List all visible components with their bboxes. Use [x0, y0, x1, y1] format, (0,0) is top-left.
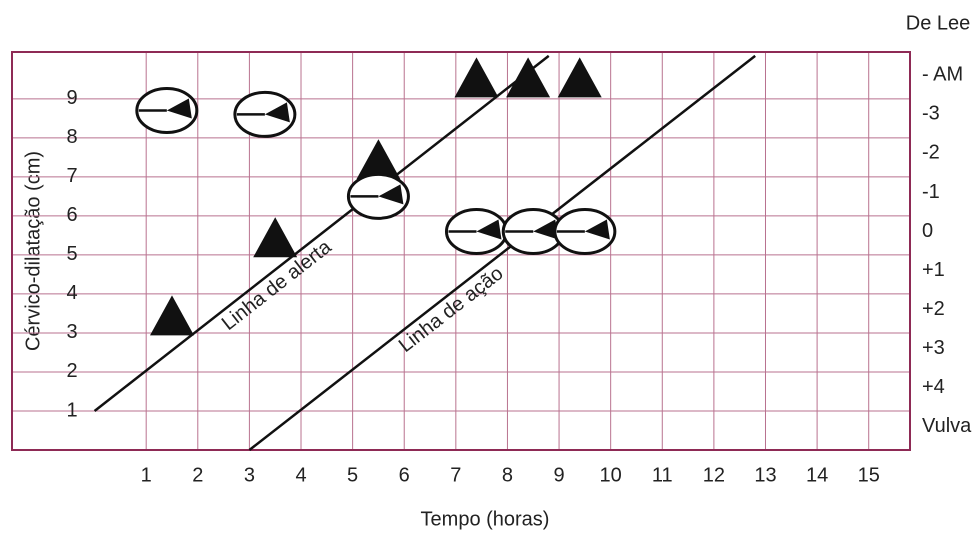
y-axis-title: Cérvico-dilatação (cm)	[22, 151, 44, 351]
x-tick-label: 9	[553, 464, 564, 486]
y-tick-label: 4	[66, 282, 77, 304]
x-tick-label: 8	[502, 464, 513, 486]
y2-tick-label: -3	[922, 103, 940, 125]
descent-marker	[506, 57, 550, 97]
x-tick-label: 2	[192, 464, 203, 486]
y2-tick-label: +3	[922, 337, 945, 359]
x-axis-title: Tempo (horas)	[421, 508, 550, 530]
y-tick-label: 1	[66, 399, 77, 421]
position-marker	[555, 209, 615, 253]
y-tick-label: 2	[66, 360, 77, 382]
y2-tick-label: Vulva	[922, 415, 972, 437]
y2-tick-label: +1	[922, 259, 945, 281]
x-tick-label: 4	[295, 464, 306, 486]
y-tick-label: 3	[66, 321, 77, 343]
x-tick-label: 7	[450, 464, 461, 486]
x-tick-label: 12	[703, 464, 725, 486]
x-tick-label: 11	[652, 464, 673, 486]
x-tick-label: 15	[858, 464, 880, 486]
y2-tick-label: - AM	[922, 64, 963, 86]
line-label: Linha de ação	[395, 262, 508, 357]
y2-tick-label: -2	[922, 142, 940, 164]
y-tick-label: 7	[66, 165, 77, 187]
x-tick-label: 14	[806, 464, 828, 486]
x-tick-label: 3	[244, 464, 255, 486]
y2-tick-label: +2	[922, 298, 945, 320]
y2-tick-label: +4	[922, 376, 945, 398]
y-tick-label: 6	[66, 204, 77, 226]
x-tick-label: 13	[754, 464, 776, 486]
x-tick-label: 10	[600, 464, 622, 486]
position-marker	[348, 174, 408, 218]
position-marker	[137, 89, 197, 133]
y-tick-label: 9	[66, 87, 77, 109]
y2-axis-title: De Lee	[906, 12, 971, 34]
x-tick-label: 5	[347, 464, 358, 486]
y2-tick-label: -1	[922, 181, 940, 203]
descent-marker	[150, 295, 194, 335]
x-tick-label: 6	[399, 464, 410, 486]
y-tick-label: 8	[66, 126, 77, 148]
position-marker	[446, 209, 506, 253]
position-marker	[235, 92, 295, 136]
descent-marker	[454, 57, 498, 97]
y2-tick-label: 0	[922, 220, 933, 242]
chart: De Lee Tempo (horas) Cérvico-dilatação (…	[0, 0, 980, 540]
descent-marker	[253, 217, 297, 257]
y-tick-label: 5	[66, 243, 77, 265]
x-tick-label: 1	[141, 464, 152, 486]
descent-marker	[558, 57, 602, 97]
